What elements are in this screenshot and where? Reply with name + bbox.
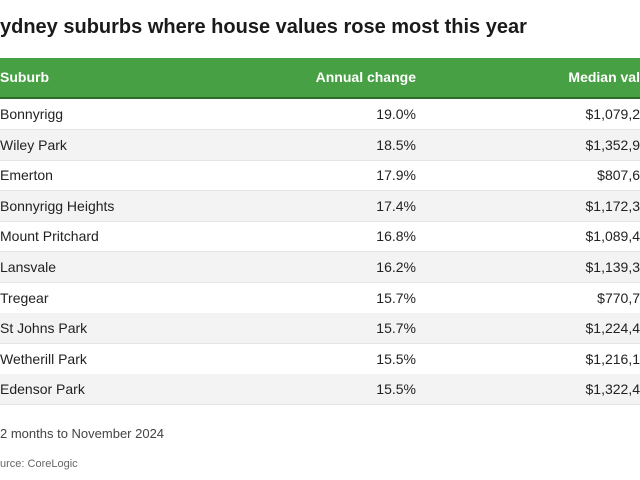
table-cell: 15.5%: [376, 350, 416, 367]
column-header: Median val: [568, 69, 640, 85]
table-cell: $1,352,9: [585, 136, 640, 153]
table-row: St Johns Park 15.7% $1,224,4: [0, 313, 640, 345]
table-row: Emerton 17.9% $807,6: [0, 160, 640, 192]
table-row: Tregear 15.7% $770,7: [0, 283, 640, 314]
table-cell: Edensor Park: [0, 381, 85, 398]
table-row: Wiley Park 18.5% $1,352,9: [0, 129, 640, 161]
table-row: Bonnyrigg Heights 17.4% $1,172,3: [0, 190, 640, 222]
table-cell: $1,216,1: [585, 350, 640, 367]
table-cell: $1,089,4: [585, 228, 640, 245]
table-cell: Lansvale: [0, 259, 57, 275]
table-cell: Emerton: [0, 167, 53, 184]
source: urce: CoreLogic: [0, 458, 78, 470]
table-cell: Wetherill Park: [0, 350, 87, 367]
table-cell: Mount Pritchard: [0, 228, 99, 245]
title: ydney suburbs where house values rose mo…: [0, 16, 527, 38]
table-row: Lansvale 16.2% $1,139,3: [0, 252, 640, 283]
footnote: 2 months to November 2024: [0, 426, 165, 441]
table-cell: $770,7: [597, 289, 640, 306]
table-cell: $1,172,3: [585, 197, 640, 214]
column-header: Annual change: [315, 69, 416, 85]
table-cell: $1,224,4: [585, 320, 640, 337]
table-cell: Bonnyrigg Heights: [0, 197, 115, 214]
table-cell: 18.5%: [376, 136, 416, 153]
table-row: Edensor Park 15.5% $1,322,4: [0, 374, 640, 406]
table-cell: 16.8%: [376, 228, 416, 245]
table-cell: $807,6: [597, 167, 640, 184]
table-cell: Bonnyrigg: [0, 106, 64, 122]
table-cell: $1,079,2: [585, 106, 640, 122]
table-cell: 15.7%: [376, 289, 416, 306]
table-header: Suburb Annual change Median val: [0, 58, 640, 99]
table-row: Mount Pritchard 16.8% $1,089,4: [0, 221, 640, 253]
table-cell: Tregear: [0, 289, 49, 306]
table-cell: St Johns Park: [0, 320, 88, 337]
table-cell: 15.7%: [376, 320, 416, 337]
table-cell: Wiley Park: [0, 136, 67, 153]
column-header: Suburb: [0, 69, 49, 85]
table-cell: $1,139,3: [585, 259, 640, 275]
table-cell: 17.9%: [376, 167, 416, 184]
table-row: Bonnyrigg 19.0% $1,079,2: [0, 99, 640, 130]
table-cell: 17.4%: [376, 197, 416, 214]
table-cell: 15.5%: [376, 381, 416, 398]
table-cell: 19.0%: [376, 106, 416, 122]
table-row: Wetherill Park 15.5% $1,216,1: [0, 344, 640, 375]
table-cell: 16.2%: [376, 259, 416, 275]
table-cell: $1,322,4: [585, 381, 640, 398]
